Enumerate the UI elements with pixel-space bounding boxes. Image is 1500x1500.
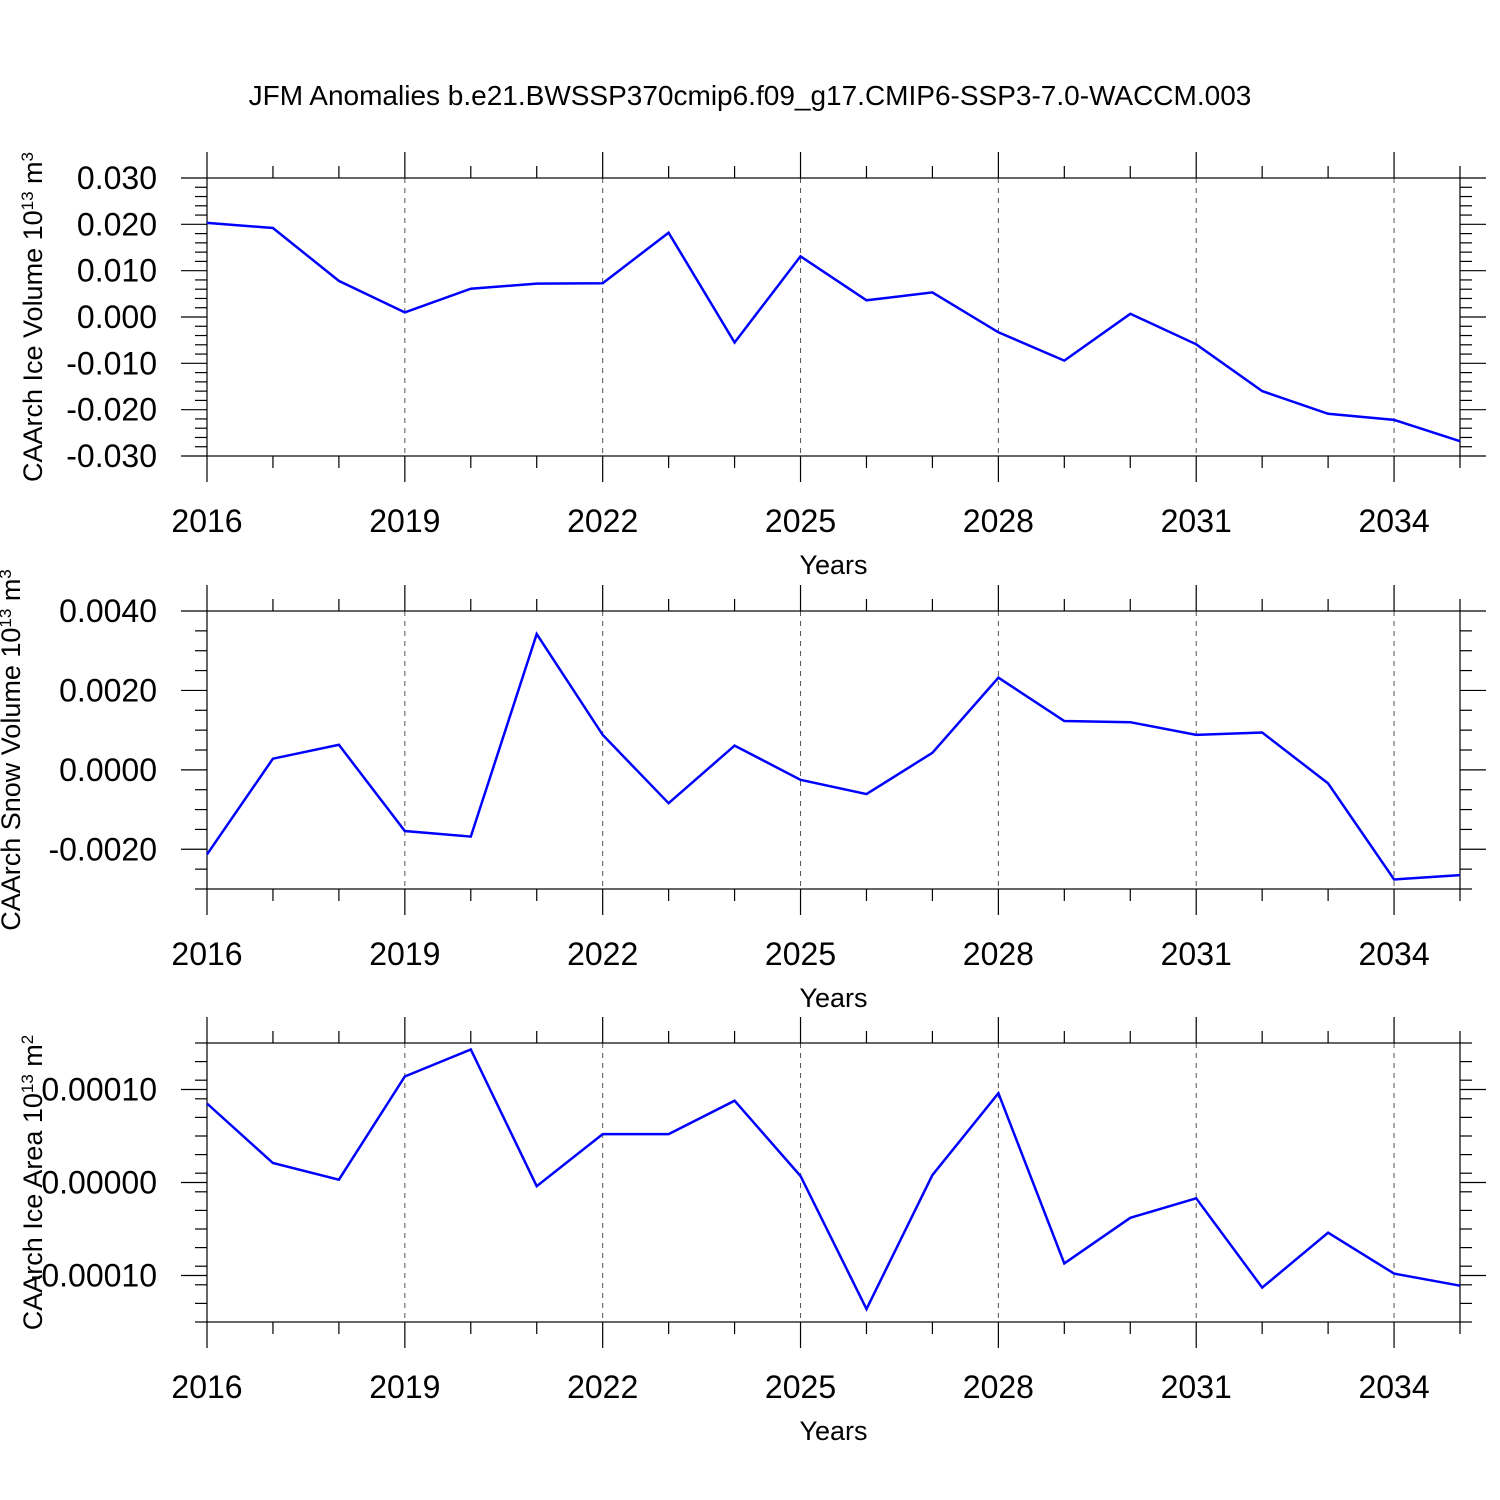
x-tick-label: 2025 xyxy=(765,1369,836,1405)
panels: 2016 2019 2022 2025 2028 2031 2034 -0.030 -0.020… xyxy=(0,152,1486,1446)
x-tick-label: 2034 xyxy=(1358,936,1429,972)
x-tick-label: 2025 xyxy=(765,503,836,539)
x-tick-label: 2028 xyxy=(963,1369,1034,1405)
y-tick-label: -0.00010 xyxy=(31,1258,157,1294)
x-axis-label: Years xyxy=(799,1416,867,1446)
y-axis-label: CAArch Ice Area 1013 m2 xyxy=(18,1035,49,1331)
x-tick-label: 2034 xyxy=(1358,1369,1429,1405)
figure-title: JFM Anomalies b.e21.BWSSP370cmip6.f09_g1… xyxy=(249,80,1252,111)
x-tick-label: 2019 xyxy=(369,936,440,972)
x-axis-label: Years xyxy=(799,983,867,1013)
x-tick-label: 2019 xyxy=(369,1369,440,1405)
x-tick-label: 2022 xyxy=(567,503,638,539)
plot-frame xyxy=(206,610,1461,890)
x-tick-label: 2022 xyxy=(567,936,638,972)
y-tick-label: 0.030 xyxy=(77,160,157,196)
x-tick-label: 2031 xyxy=(1161,1369,1232,1405)
y-tick-label: 0.020 xyxy=(77,206,157,242)
y-tick-label: -0.0020 xyxy=(48,831,157,867)
x-tick-label: 2019 xyxy=(369,503,440,539)
y-tick-label: 0.000 xyxy=(77,299,157,335)
y-tick-label: 0.010 xyxy=(77,253,157,289)
panel-1: 2016 2019 2022 2025 2028 2031 2034 -0.030 -0.020… xyxy=(18,152,1486,580)
x-tick-label: 2025 xyxy=(765,936,836,972)
x-tick-label: 2031 xyxy=(1161,936,1232,972)
y-tick-label: 0.00010 xyxy=(41,1072,157,1108)
y-axis-label: CAArch Snow Volume 1013 m3 xyxy=(0,569,26,931)
x-tick-label: 2028 xyxy=(963,503,1034,539)
panel-2: 2016 2019 2022 2025 2028 2031 2034 -0.0020 0.000… xyxy=(0,569,1486,1013)
y-tick-label: 0.0000 xyxy=(59,752,157,788)
y-tick-label: 0.0020 xyxy=(59,672,157,708)
y-tick-label: 0.0040 xyxy=(59,593,157,629)
y-axis-label: CAArch Ice Volume 1013 m3 xyxy=(18,152,49,482)
series-line xyxy=(205,631,1461,881)
x-tick-label: 2031 xyxy=(1161,503,1232,539)
x-axis-label: Years xyxy=(799,550,867,580)
plot-frame xyxy=(206,177,1461,457)
x-tick-label: 2016 xyxy=(171,936,242,972)
y-tick-label: 0.00000 xyxy=(41,1165,157,1201)
series-line xyxy=(206,1047,1461,1312)
x-tick-label: 2022 xyxy=(567,1369,638,1405)
y-tick-label: -0.010 xyxy=(66,345,157,381)
panel-3: 2016 2019 2022 2025 2028 2031 2034 -0.00010 0.00… xyxy=(18,1017,1486,1446)
y-tick-label: -0.030 xyxy=(66,438,157,474)
x-tick-label: 2028 xyxy=(963,936,1034,972)
series-line xyxy=(206,221,1461,443)
x-tick-label: 2016 xyxy=(171,503,242,539)
x-tick-label: 2034 xyxy=(1358,503,1429,539)
x-tick-label: 2016 xyxy=(171,1369,242,1405)
y-tick-label: -0.020 xyxy=(66,392,157,428)
